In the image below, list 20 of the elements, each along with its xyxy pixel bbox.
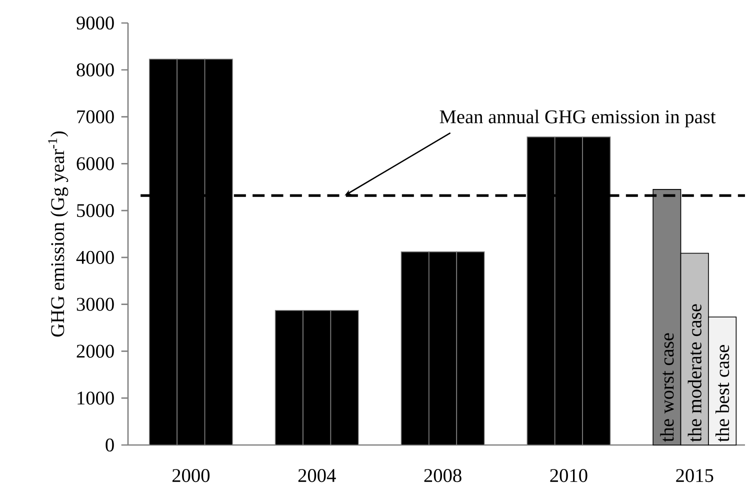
y-tick-label: 2000	[76, 344, 114, 358]
y-tick-label: 1000	[78, 392, 114, 405]
y-tick-label: 9000	[76, 16, 114, 30]
y-tick-label: 6000	[76, 157, 114, 170]
y-axis-title: GHG emission (Gg year$^{-1}$)	[48, 131, 68, 337]
x-tick-label: 2015	[676, 469, 714, 482]
x-tick-label: 2004	[298, 469, 336, 482]
x-tick-label: 2008	[424, 469, 462, 482]
y-tick-label: 4000	[76, 250, 114, 264]
x-tick-label: 2010	[550, 469, 588, 482]
y-tick-label: 0	[106, 438, 114, 452]
x-tick-label: 2000	[172, 469, 210, 482]
y-tick-label: 8000	[76, 63, 114, 76]
series-label: the best case	[716, 345, 730, 442]
series-label: the worst case	[660, 333, 674, 442]
ref-line-label: Mean annual GHG emission in past	[440, 110, 716, 128]
y-tick-label: 3000	[76, 298, 114, 311]
series-label: the moderate case	[688, 304, 702, 442]
y-tick-label: 5000	[77, 204, 114, 218]
y-tick-label: 7000	[77, 110, 114, 124]
